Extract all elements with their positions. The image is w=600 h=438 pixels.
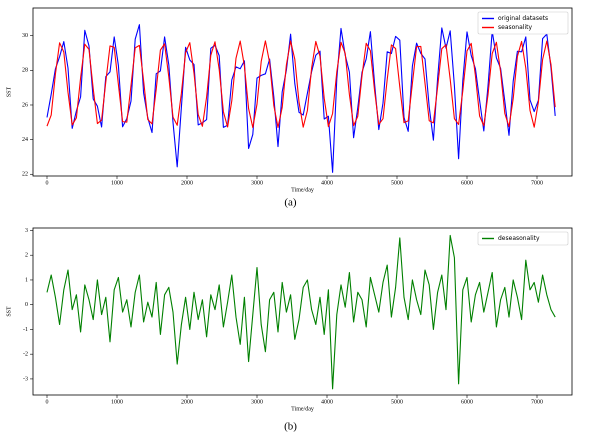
- x-axis-label: Time/day: [291, 406, 314, 412]
- y-tick-label: 3: [25, 228, 28, 234]
- legend-label: deseasonality: [498, 235, 540, 242]
- plot-frame: [32, 227, 573, 396]
- legend-box: [477, 231, 569, 246]
- y-tick-label: -3: [23, 376, 28, 382]
- x-tick-label: 3000: [251, 399, 263, 405]
- x-tick-label: 6000: [461, 399, 473, 405]
- series-line: [46, 234, 556, 390]
- y-tick-label: 0: [25, 302, 28, 308]
- y-tick-label: 28: [22, 68, 28, 74]
- y-tick-label: 24: [22, 137, 28, 143]
- x-tick-label: 7000: [531, 180, 543, 186]
- x-tick-label: 2000: [181, 180, 193, 186]
- x-tick-label: 2000: [181, 399, 193, 405]
- series-line: [46, 40, 556, 129]
- y-axis-label: SST: [6, 86, 12, 97]
- legend-label: seasonality: [498, 24, 532, 31]
- y-tick-label: -2: [23, 352, 28, 358]
- caption: (a): [284, 197, 297, 209]
- x-tick-label: 6000: [461, 180, 473, 186]
- y-tick-label: 30: [22, 33, 28, 39]
- x-tick-label: 5000: [391, 399, 403, 405]
- x-tick-label: 4000: [321, 399, 333, 405]
- x-axis-label: Time/day: [291, 187, 314, 193]
- x-tick-label: 5000: [391, 180, 403, 186]
- x-tick-label: 1000: [111, 180, 123, 186]
- caption: (b): [284, 421, 297, 433]
- x-tick-label: 0: [46, 180, 49, 186]
- y-tick-label: 22: [22, 172, 28, 178]
- legend-box: [477, 11, 569, 35]
- legend-label: original datasets: [498, 15, 548, 22]
- x-tick-label: 7000: [531, 399, 543, 405]
- y-tick-label: 26: [22, 102, 28, 108]
- plot-frame: [32, 7, 573, 177]
- y-tick-label: -1: [23, 327, 28, 333]
- y-axis-label: SST: [6, 306, 12, 317]
- series-line: [46, 24, 556, 173]
- y-tick-label: 1: [25, 277, 28, 283]
- x-tick-label: 0: [46, 399, 49, 405]
- x-tick-label: 4000: [321, 180, 333, 186]
- x-tick-label: 3000: [251, 180, 263, 186]
- y-tick-label: 2: [25, 253, 28, 259]
- x-tick-label: 1000: [111, 399, 123, 405]
